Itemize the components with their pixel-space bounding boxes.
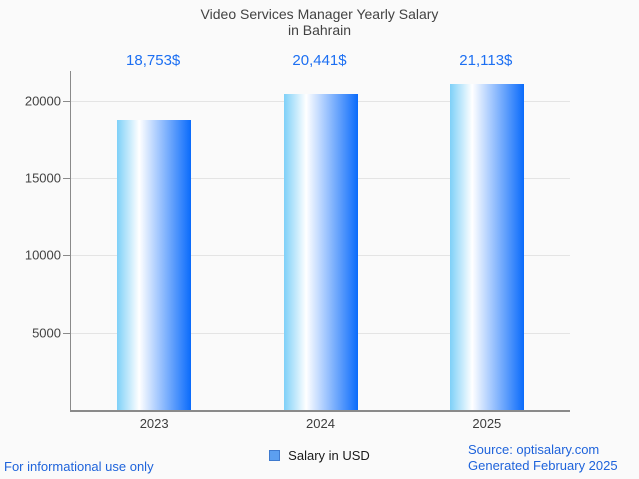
x-axis-label: 2025	[472, 416, 502, 431]
bar-value-label: 18,753$	[126, 52, 181, 69]
bar-value-label: 21,113$	[459, 52, 513, 69]
bar-2024[interactable]	[283, 94, 358, 410]
plot-area: 5000 10000 15000 20000 2023 2024 2025	[25, 71, 570, 431]
source-line: Source: optisalary.com	[468, 442, 600, 457]
legend-label: Salary in USD	[288, 448, 370, 463]
y-axis-tick-label: 15000	[24, 170, 61, 186]
chart-title-line1: Video Services Manager Yearly Salary	[200, 6, 439, 22]
legend[interactable]: Salary in USD	[0, 448, 639, 463]
bar-2023[interactable]	[117, 120, 192, 410]
y-axis-tick	[63, 255, 70, 257]
y-axis-tick-label: 5000	[32, 325, 61, 341]
footer-source: Source: optisalary.com Generated Februar…	[468, 442, 618, 474]
chart-title: Video Services Manager Yearly Salary in …	[0, 6, 639, 38]
chart-title-line2: in Bahrain	[287, 22, 352, 38]
generated-line: Generated February 2025	[468, 458, 618, 473]
footer-note: For informational use only	[4, 459, 154, 474]
legend-swatch-icon	[269, 450, 281, 461]
y-axis-tick	[63, 178, 70, 180]
y-axis-tick	[63, 332, 70, 334]
bar-2025[interactable]	[449, 84, 524, 410]
x-axis-label: 2023	[139, 416, 169, 431]
x-axis-label: 2024	[306, 416, 335, 431]
bar-value-label: 20,441$	[292, 52, 347, 69]
y-axis-tick-label: 10000	[24, 247, 61, 263]
y-axis-tick	[63, 100, 70, 102]
y-axis-tick-label: 20000	[24, 93, 61, 109]
